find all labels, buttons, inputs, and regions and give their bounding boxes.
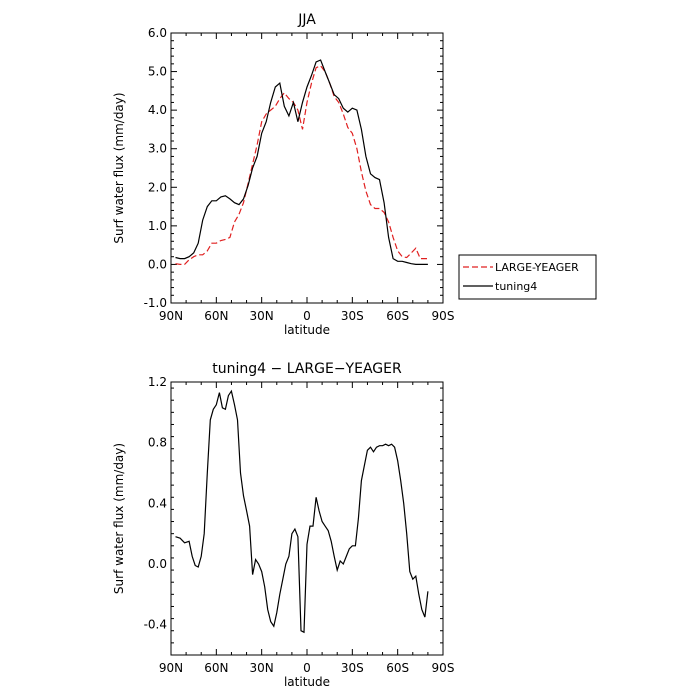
y-axis-label: Surf water flux (mm/day) [112,92,126,243]
y-tick-label: 5.0 [148,65,167,79]
y-tick-label: -0.4 [144,618,167,632]
y-tick-label: 0.4 [148,496,167,510]
x-axis-label: latitude [284,323,330,337]
chart-title: tuning4 − LARGE−YEAGER [212,361,402,377]
plot-frame [170,381,444,656]
legend-label: LARGE-YEAGER [495,261,579,274]
y-tick-label: 0.8 [148,436,167,450]
x-tick-label: 60N [204,661,228,675]
y-tick-label: 0.0 [148,257,167,271]
x-tick-label: 90S [432,661,455,675]
x-tick-label: 90N [159,661,183,675]
legend-label: tuning4 [495,280,537,293]
bottom-chart: 90N 60N 30N 0 30S 60S 90S -0.4 0.0 0.4 0.8 1.2 tunin… [112,361,454,689]
plot-frame [170,32,444,304]
y-tick-label: 6.0 [148,26,167,40]
x-tick-label: 0 [303,661,311,675]
x-tick-label: 30S [341,309,364,323]
y-tick-label: 3.0 [148,142,167,156]
y-tick-label: 2.0 [148,180,167,194]
x-tick-label: 60S [386,309,409,323]
x-axis-label: latitude [284,675,330,689]
y-tick-label: 1.0 [148,219,167,233]
series-line-tuning4 [175,59,428,265]
x-tick-label: 30S [341,661,364,675]
x-tick-label: 60N [204,309,228,323]
x-tick-label: 90N [159,309,183,323]
x-tick-label: 0 [303,309,311,323]
x-tick-label: 60S [386,661,409,675]
series-line-0 [175,389,429,634]
chart-title: JJA [297,12,316,28]
x-tick-label: 90S [432,309,455,323]
y-tick-label: 1.2 [148,375,167,389]
legend-box [458,254,597,300]
y-tick-label: 4.0 [148,103,167,117]
y-axis-label: Surf water flux (mm/day) [112,443,126,594]
y-tick-label: -1.0 [144,296,167,310]
legend: LARGE-YEAGER tuning4 [458,254,597,300]
y-tick-label: 0.0 [148,557,167,571]
x-tick-label: 30N [250,309,274,323]
series-line-large-yeager [175,65,428,265]
top-chart: 90N 60N 30N 0 30S 60S 90S -1.0 0.0 1.0 2.0 3.0 4.0 5.… [112,12,597,337]
x-tick-label: 30N [250,661,274,675]
